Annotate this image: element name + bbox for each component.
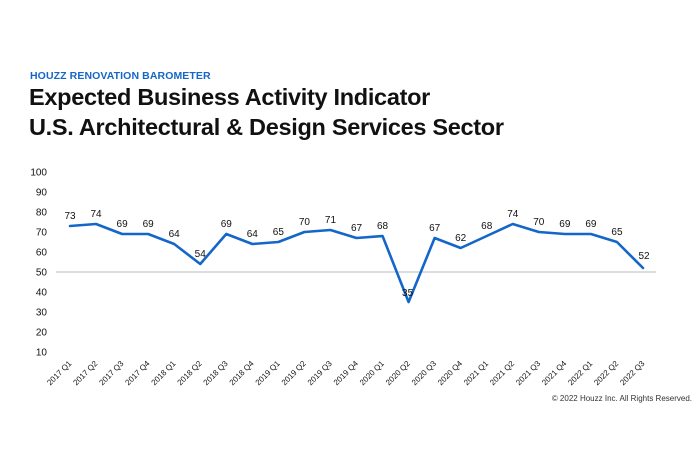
series-group [68, 222, 645, 304]
y-tick-label: 90 [36, 188, 48, 199]
data-label: 64 [247, 229, 259, 240]
data-label: 35 [402, 288, 414, 299]
series-line [68, 222, 645, 304]
data-label: 74 [507, 209, 519, 220]
x-tick-label: 2020 Q2 [384, 359, 412, 387]
x-tick-label: 2022 Q1 [566, 359, 594, 387]
data-label: 69 [221, 219, 233, 230]
data-label: 67 [351, 223, 363, 234]
y-tick-label: 30 [36, 308, 48, 319]
x-tick-label: 2021 Q3 [514, 359, 542, 387]
chart-title: Expected Business Activity Indicator [29, 84, 431, 110]
data-label: 69 [117, 219, 129, 230]
data-labels: 73 74 69 69 64 54 69 64 65 70 71 67 68 35 67 62 68 74 70 69… [64, 209, 650, 299]
x-tick-label: 2019 Q4 [332, 359, 360, 387]
data-label: 65 [273, 227, 285, 238]
data-label: 69 [143, 219, 155, 230]
data-label: 68 [481, 221, 493, 232]
x-tick-label: 2020 Q1 [358, 359, 386, 387]
y-tick-label: 50 [36, 268, 48, 279]
data-label: 52 [638, 251, 650, 262]
copyright-notice: © 2022 Houzz Inc. All Rights Reserved. [551, 394, 692, 403]
y-tick-label: 100 [30, 168, 47, 179]
x-tick-label: 2019 Q3 [306, 359, 334, 387]
x-tick-label: 2018 Q4 [228, 359, 256, 387]
x-tick-label: 2018 Q2 [176, 359, 204, 387]
data-label: 69 [559, 219, 571, 230]
x-tick-label: 2017 Q1 [45, 359, 73, 387]
x-tick-label: 2022 Q2 [592, 359, 620, 387]
x-tick-label: 2021 Q4 [540, 359, 568, 387]
y-tick-label: 20 [36, 328, 48, 339]
x-tick-label: 2017 Q4 [123, 359, 151, 387]
data-label: 65 [611, 227, 623, 238]
y-tick-label: 70 [36, 228, 48, 239]
data-label: 74 [90, 209, 102, 220]
x-tick-label: 2019 Q2 [280, 359, 308, 387]
x-tick-label: 2017 Q2 [71, 359, 99, 387]
chart-kicker: HOUZZ RENOVATION BAROMETER [30, 70, 211, 82]
data-label: 69 [585, 219, 597, 230]
data-label: 68 [377, 221, 389, 232]
x-tick-label: 2021 Q1 [462, 359, 490, 387]
data-label: 70 [299, 217, 311, 228]
y-tick-label: 60 [36, 248, 48, 259]
data-label: 64 [169, 229, 181, 240]
data-label: 67 [429, 223, 441, 234]
y-tick-label: 80 [36, 208, 48, 219]
x-tick-label: 2020 Q3 [410, 359, 438, 387]
x-tick-label: 2017 Q3 [97, 359, 125, 387]
data-label: 71 [325, 215, 337, 226]
x-tick-label: 2021 Q2 [488, 359, 516, 387]
x-tick-label: 2020 Q4 [436, 359, 464, 387]
data-label: 73 [64, 211, 76, 222]
data-label: 62 [455, 233, 467, 244]
y-tick-label: 10 [36, 348, 48, 359]
x-tick-label: 2022 Q3 [618, 359, 646, 387]
y-axis: 10 20 30 40 50 60 70 80 90 100 [30, 168, 47, 359]
x-tick-label: 2018 Q3 [202, 359, 230, 387]
chart-subtitle: U.S. Architectural & Design Services Sec… [29, 114, 504, 140]
data-label: 70 [533, 217, 545, 228]
x-tick-label: 2019 Q1 [254, 359, 282, 387]
x-tick-label: 2018 Q1 [150, 359, 178, 387]
y-tick-label: 40 [36, 288, 48, 299]
data-label: 54 [195, 249, 207, 260]
